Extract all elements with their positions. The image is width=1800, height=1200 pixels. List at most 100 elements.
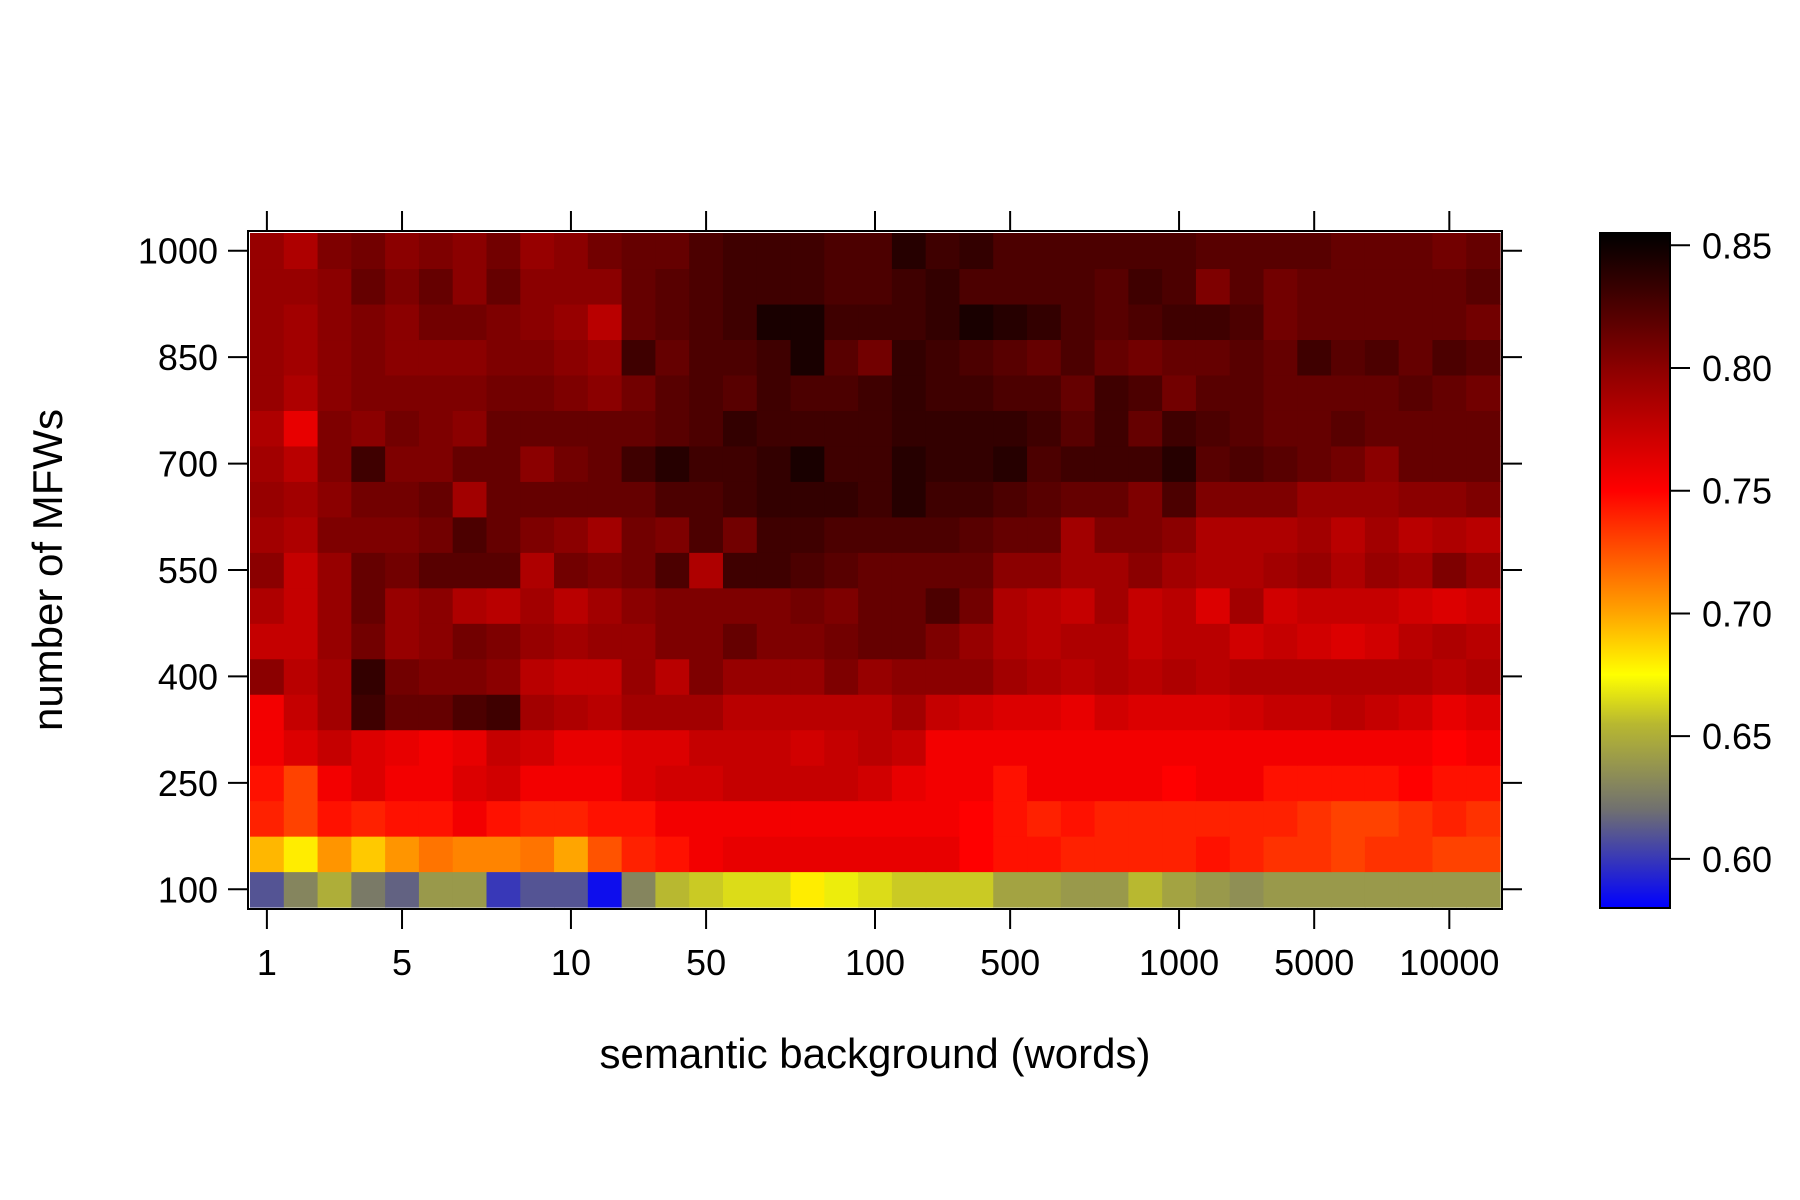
heatmap-cell xyxy=(722,694,758,731)
heatmap-cell xyxy=(1128,800,1163,837)
heatmap-cell xyxy=(452,374,488,411)
heatmap-cell xyxy=(554,445,589,482)
heatmap-cell xyxy=(385,481,420,518)
heatmap-cell xyxy=(925,587,961,624)
heatmap-cell xyxy=(858,481,893,518)
y-tick-label: 100 xyxy=(158,869,218,910)
y-tick-label: 700 xyxy=(158,444,218,485)
heatmap-cell xyxy=(756,658,792,695)
heatmap-cell xyxy=(1297,765,1332,802)
heatmap-cell xyxy=(1398,268,1434,305)
heatmap-cell xyxy=(250,587,285,624)
heatmap-cell xyxy=(824,268,859,305)
heatmap-cell xyxy=(1331,800,1366,837)
heatmap-cell xyxy=(1060,836,1096,873)
heatmap-cell xyxy=(418,552,454,589)
heatmap-cell xyxy=(1432,871,1467,908)
heatmap-cell xyxy=(418,516,454,553)
heatmap-cell xyxy=(993,765,1028,802)
heatmap-cell xyxy=(1027,587,1062,624)
heatmap-cell xyxy=(351,552,386,589)
heatmap-cell xyxy=(1432,587,1467,624)
heatmap-cell xyxy=(1466,729,1501,766)
heatmap-cell xyxy=(824,836,859,873)
heatmap-cell xyxy=(790,233,825,270)
heatmap-cell xyxy=(689,871,724,908)
heatmap-cell xyxy=(655,374,690,411)
heatmap-cell xyxy=(722,268,758,305)
heatmap-cell xyxy=(722,303,758,341)
heatmap-cell xyxy=(283,729,319,766)
heatmap-cell xyxy=(317,445,352,482)
heatmap-cell xyxy=(1162,871,1197,908)
heatmap-cell xyxy=(1432,303,1467,341)
heatmap-cell xyxy=(317,516,352,553)
heatmap-cell xyxy=(250,800,285,837)
heatmap-cell xyxy=(1398,303,1434,341)
heatmap-cell xyxy=(554,303,589,341)
colorbar-tick-label: 0.70 xyxy=(1702,593,1772,634)
heatmap-cell xyxy=(925,871,961,908)
heatmap-cell xyxy=(452,481,488,518)
heatmap-cell xyxy=(520,445,555,482)
heatmap-cell xyxy=(351,303,386,341)
heatmap-cell xyxy=(689,410,724,447)
heatmap-cell xyxy=(621,303,656,341)
heatmap-cell xyxy=(486,729,521,766)
heatmap-cell xyxy=(655,339,690,376)
heatmap-cell xyxy=(317,623,352,660)
heatmap-cell xyxy=(587,445,623,482)
heatmap-cell xyxy=(1263,694,1298,731)
heatmap-cell xyxy=(554,410,589,447)
heatmap-cell xyxy=(1432,694,1467,731)
heatmap-cell xyxy=(1128,871,1163,908)
heatmap-cell xyxy=(689,623,724,660)
heatmap-cell xyxy=(722,374,758,411)
heatmap-cell xyxy=(1094,516,1129,553)
heatmap-cell xyxy=(1162,694,1197,731)
heatmap-cell xyxy=(452,765,488,802)
heatmap-cell xyxy=(1364,481,1400,518)
heatmap-cell xyxy=(1432,765,1467,802)
heatmap-cell xyxy=(1466,374,1501,411)
heatmap-cell xyxy=(891,233,927,270)
heatmap-cell xyxy=(925,233,961,270)
heatmap-cell xyxy=(1094,836,1129,873)
heatmap-cell xyxy=(554,552,589,589)
heatmap-cell xyxy=(587,765,623,802)
heatmap-cell xyxy=(1398,516,1434,553)
heatmap-cell xyxy=(486,587,521,624)
heatmap-cell xyxy=(385,623,420,660)
heatmap-cell xyxy=(1060,516,1096,553)
heatmap-cell xyxy=(554,516,589,553)
heatmap-cell xyxy=(1094,374,1129,411)
colorbar-tick-label: 0.80 xyxy=(1702,348,1772,389)
heatmap-cell xyxy=(587,694,623,731)
heatmap-cell xyxy=(317,374,352,411)
heatmap-cell xyxy=(486,303,521,341)
heatmap-cell xyxy=(1263,339,1298,376)
heatmap-cell xyxy=(385,445,420,482)
heatmap-cell xyxy=(250,268,285,305)
heatmap-cell xyxy=(959,836,994,873)
x-tick-label: 10 xyxy=(551,942,591,983)
heatmap-cell xyxy=(1398,339,1434,376)
heatmap-cell xyxy=(1094,800,1129,837)
heatmap-cell xyxy=(520,800,555,837)
heatmap-cell xyxy=(486,800,521,837)
heatmap-cell xyxy=(959,481,994,518)
heatmap-cell xyxy=(1195,623,1231,660)
heatmap-cell xyxy=(1128,623,1163,660)
heatmap-cell xyxy=(520,871,555,908)
heatmap-cell xyxy=(959,445,994,482)
heatmap-cell xyxy=(858,303,893,341)
heatmap-cell xyxy=(1128,729,1163,766)
heatmap-cell xyxy=(1229,481,1265,518)
heatmap-cell xyxy=(250,481,285,518)
heatmap-cell xyxy=(621,765,656,802)
heatmap-cell xyxy=(283,481,319,518)
heatmap-cell xyxy=(655,694,690,731)
heatmap-cell xyxy=(722,658,758,695)
heatmap-cell xyxy=(452,233,488,270)
heatmap-cell xyxy=(655,233,690,270)
